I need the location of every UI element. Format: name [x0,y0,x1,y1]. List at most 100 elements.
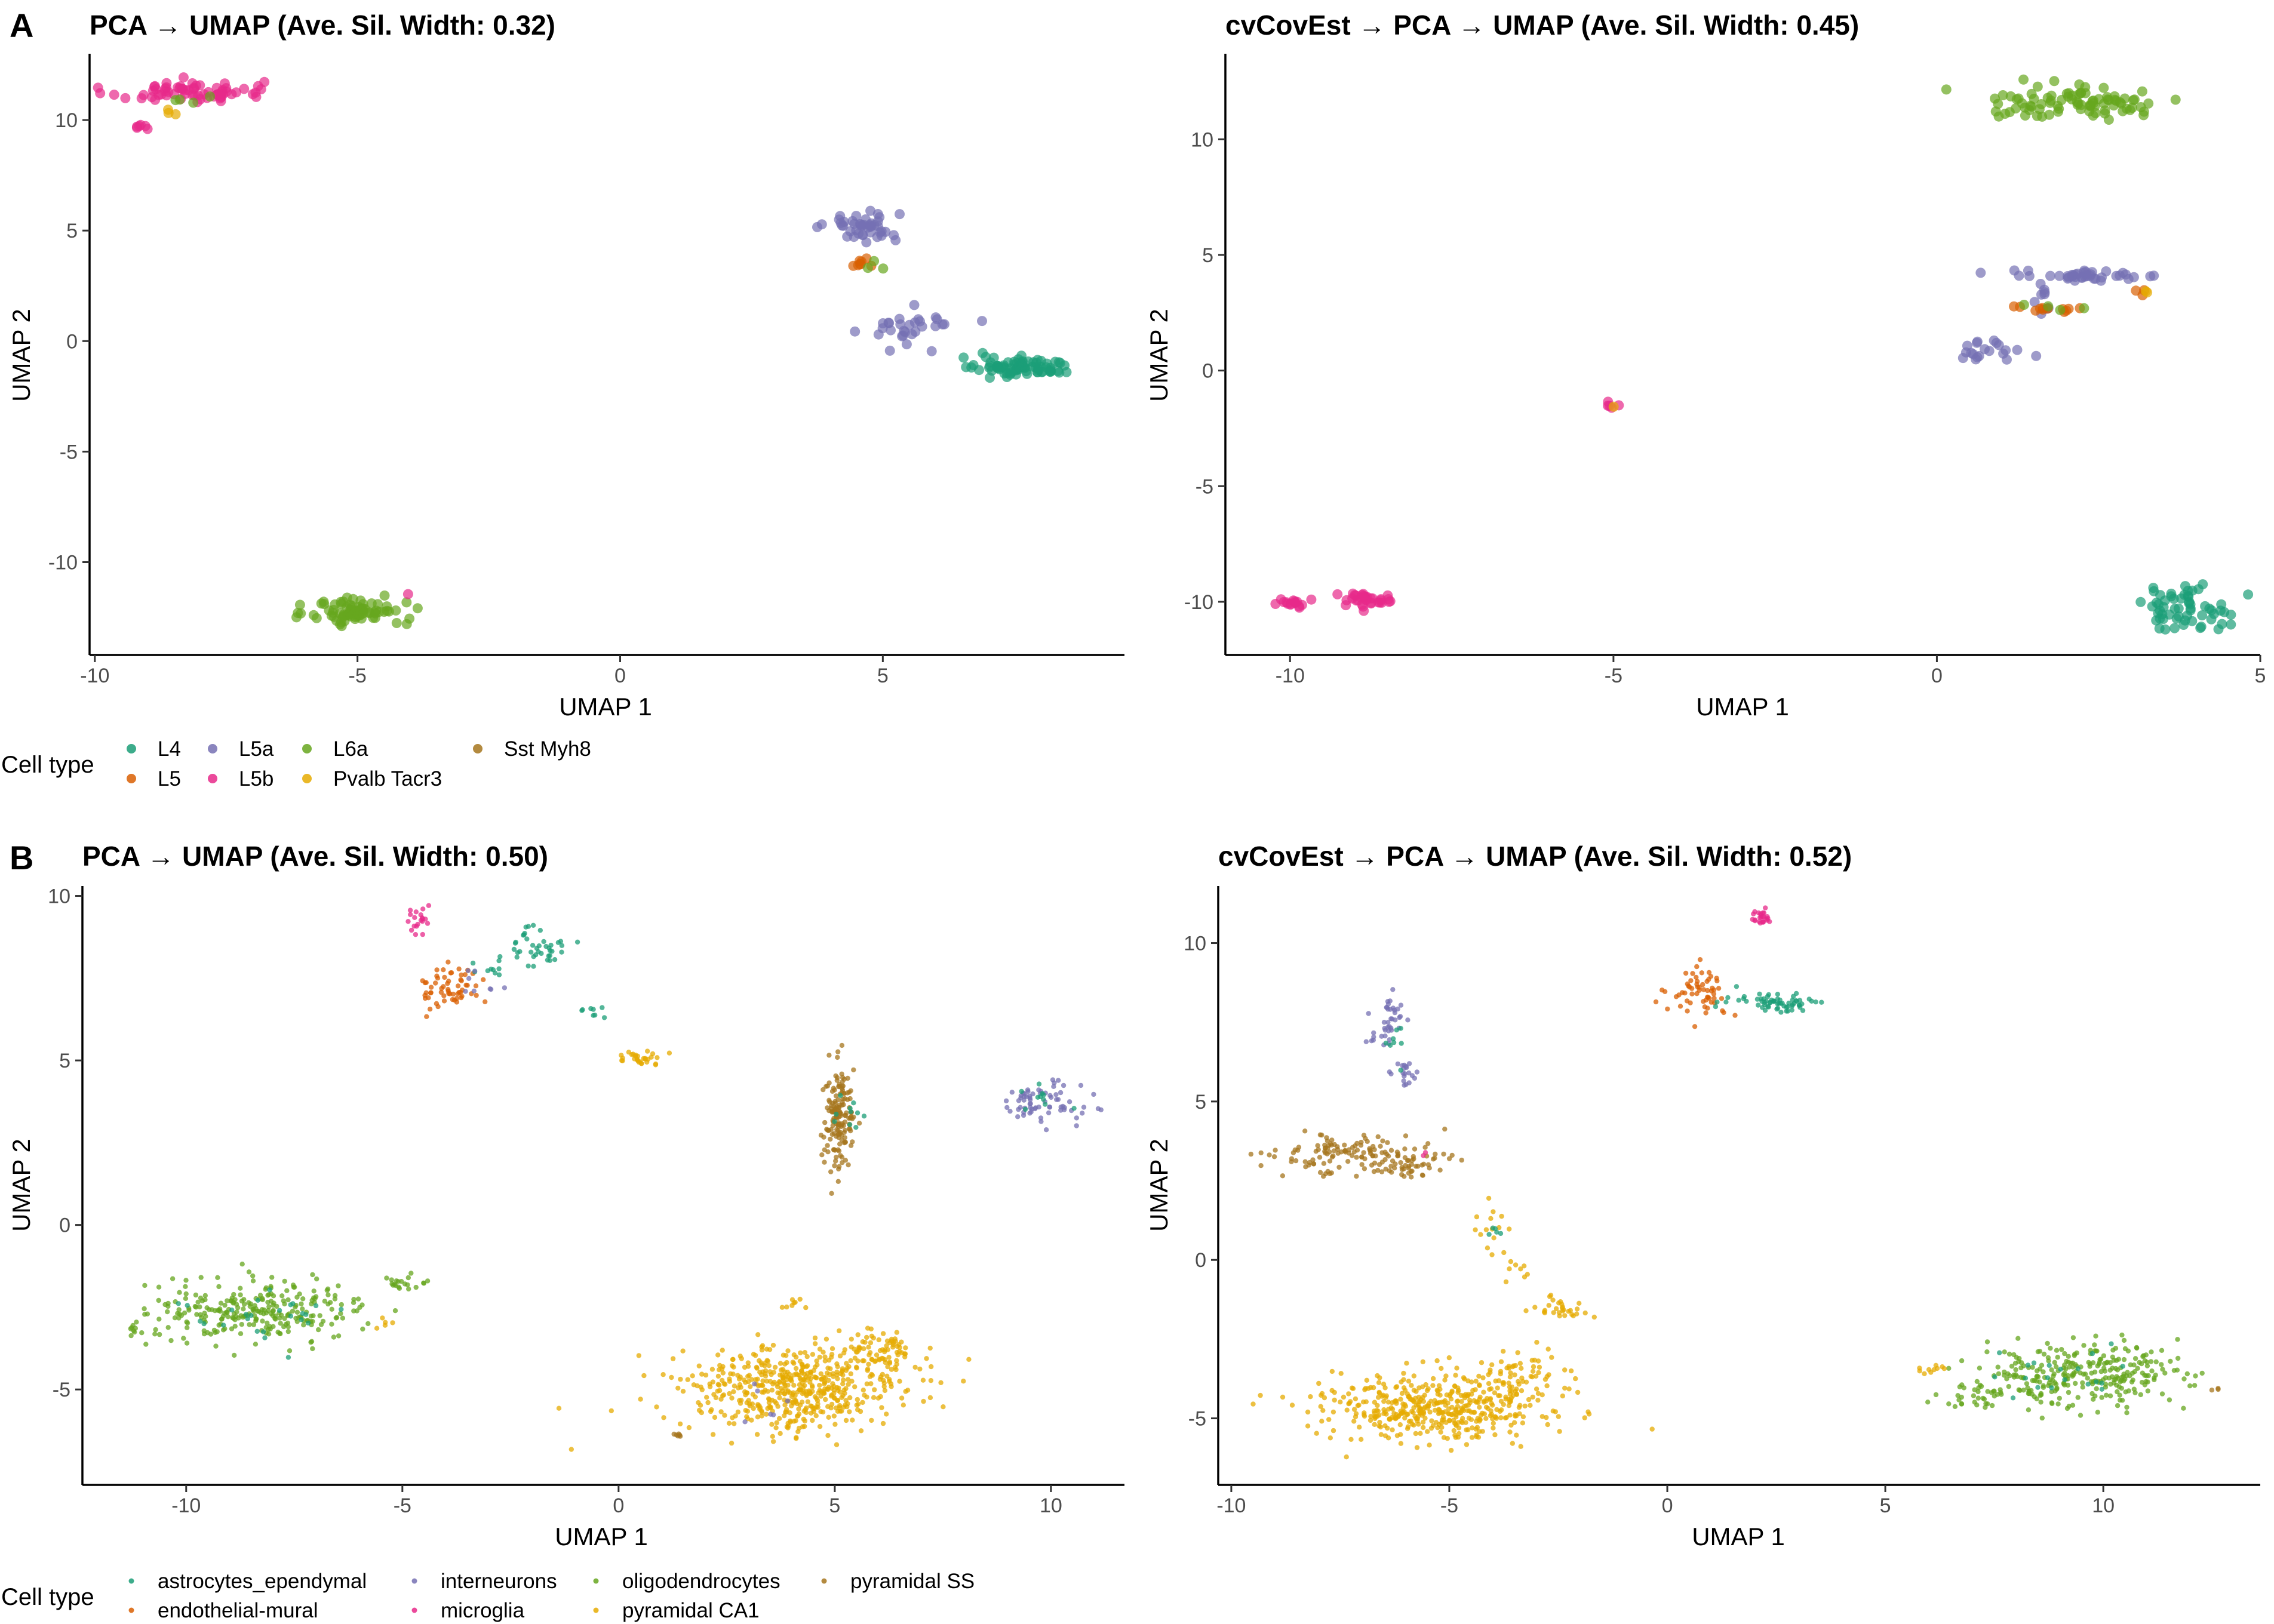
x-tick-label: 5 [877,665,889,687]
data-point [2095,275,2106,286]
data-point [425,921,431,926]
data-point [521,933,526,938]
x-tick-label: 0 [1931,665,1943,687]
data-point [726,1420,732,1426]
data-point [707,1381,712,1387]
data-point [773,1425,779,1431]
data-point [265,1299,271,1305]
data-point [1375,595,1386,606]
data-point [1314,1431,1319,1436]
plot-b-left: PCA → UMAP (Ave. Sil. Width: 0.50) -10 -5… [7,841,1124,1551]
data-point [1058,1090,1064,1096]
data-point [1435,1425,1440,1431]
data-point [2160,1367,2165,1372]
data-point [861,1346,866,1352]
data-point [2159,1348,2165,1353]
data-point [374,1325,380,1331]
data-point [1506,1380,1511,1386]
data-point [300,1306,305,1312]
data-point [338,1311,343,1317]
data-point [1427,1442,1432,1448]
data-point [220,1327,226,1333]
data-point [2116,1384,2122,1389]
data-point [2100,108,2110,119]
data-point [838,1153,843,1158]
data-point [845,1377,851,1382]
data-point [1456,1409,1461,1415]
data-point [176,1307,182,1312]
data-point [255,1297,260,1303]
data-point [1708,974,1714,979]
data-point [268,1311,274,1317]
data-point [847,1395,853,1401]
data-point [265,1320,270,1326]
data-point [2026,1407,2032,1413]
data-point [776,1379,782,1385]
data-point [1699,970,1704,976]
data-point [1756,1002,1761,1008]
data-point [285,1328,291,1334]
y-tick-label: 0 [1202,360,1213,383]
data-point [300,1296,306,1302]
data-point [2181,1376,2187,1382]
data-point [912,1364,918,1370]
data-point [285,1297,291,1303]
data-point [832,1422,838,1427]
data-point [1474,1434,1479,1440]
data-point [294,599,305,610]
data-point [843,1402,848,1408]
data-point [1391,1039,1397,1045]
data-point [1031,358,1042,368]
data-point [675,1385,681,1391]
data-point [1415,1418,1420,1424]
data-point [843,1158,849,1163]
data-point [2081,1343,2086,1348]
data-point [889,1336,895,1342]
data-point [2139,1380,2145,1385]
y-tick-label: 10 [55,109,78,132]
data-point [649,1054,654,1060]
data-point [427,1007,433,1012]
data-point [284,1288,290,1293]
data-point [514,954,520,960]
data-point [1941,1366,1947,1371]
y-tick-label: 0 [66,330,78,353]
data-point [2115,1389,2120,1395]
data-point [2115,1403,2121,1408]
data-point [2119,1332,2125,1338]
data-point [195,1299,201,1305]
x-axis-title: UMAP 1 [555,1522,648,1551]
data-point [1989,1402,1995,1408]
data-point [1530,1394,1535,1400]
data-point [215,1275,220,1280]
data-point [425,1278,431,1284]
data-point [1362,1156,1368,1162]
data-point [233,1302,239,1307]
data-point [832,1100,838,1106]
data-point [239,1322,244,1327]
data-point [215,1308,220,1313]
data-point [829,1191,834,1197]
data-point [1520,1414,1526,1420]
data-point [1456,1431,1462,1437]
data-point [2012,345,2023,355]
data-point [1095,1106,1101,1112]
data-point [780,1375,786,1381]
data-point [2134,1345,2140,1351]
data-point [2197,610,2208,621]
data-point [889,1384,894,1389]
data-point [2179,589,2190,600]
data-point [132,1329,137,1335]
data-point [1439,1365,1444,1371]
data-point [216,1284,222,1290]
data-point [1430,1376,1436,1382]
data-point [2038,1400,2043,1405]
data-point [2159,1362,2164,1367]
data-point [1426,1403,1432,1408]
data-point [225,1298,230,1303]
data-point [796,1406,801,1412]
data-point [2107,1367,2113,1373]
data-point [757,1358,762,1364]
data-point [450,991,456,997]
data-point [822,1119,828,1125]
